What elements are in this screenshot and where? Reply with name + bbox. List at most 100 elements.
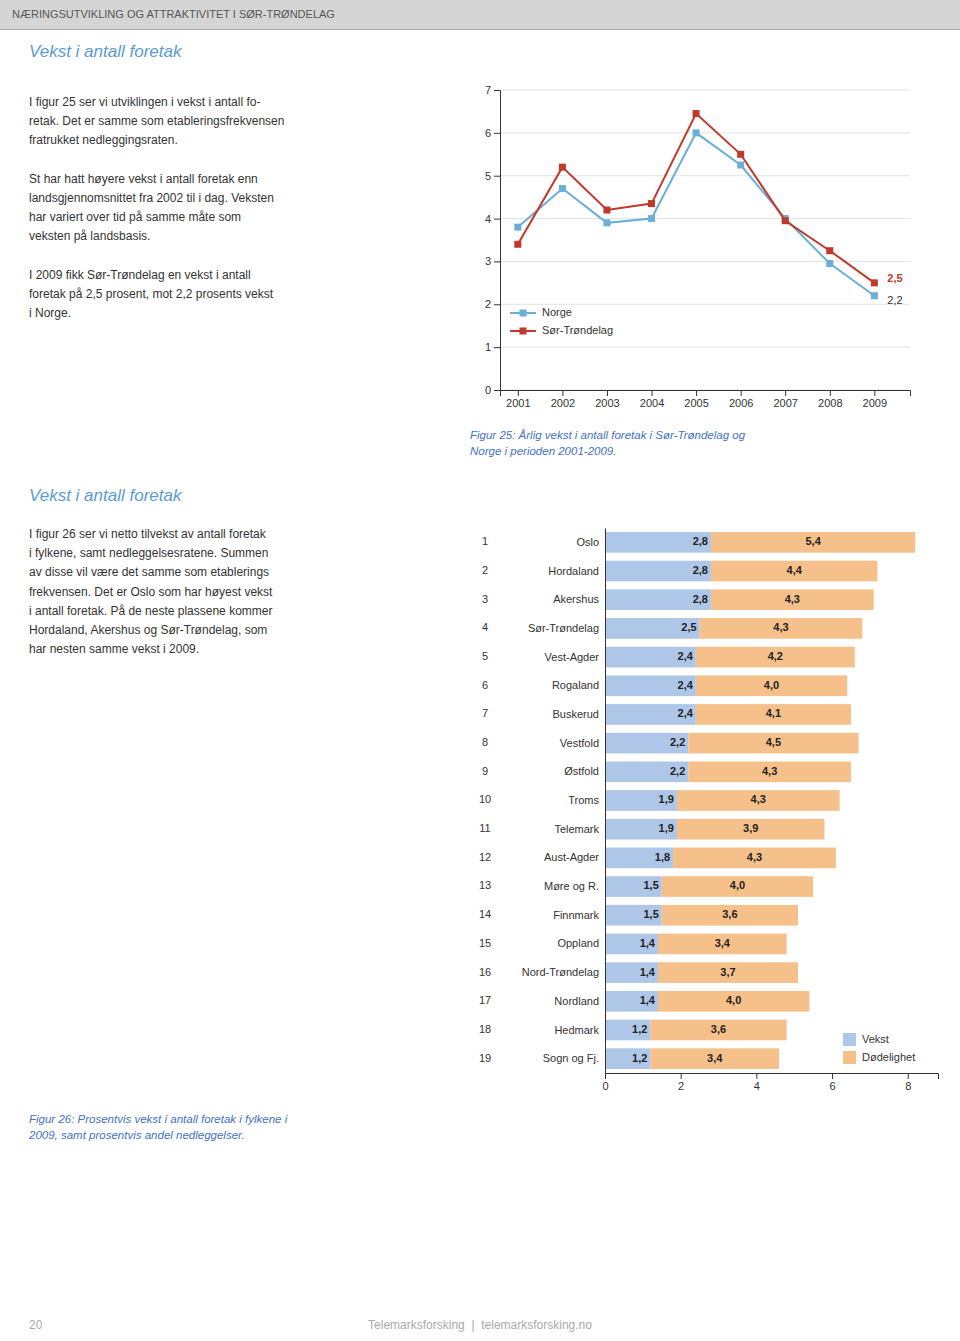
grid-line [500,347,910,348]
x-axis-tick-label: 2004 [640,397,664,409]
legend-label: Dødelighet [862,1051,915,1063]
x-axis-tick-mark [518,390,519,396]
y-axis-tick-label: 6 [485,127,491,139]
section-body: I figur 25 ser vi utviklingen i vekst i … [29,93,454,323]
bar [677,819,825,840]
rank-label: 13 [479,879,491,891]
bar [658,991,809,1012]
y-axis-tick-label: Nordland [554,995,599,1007]
x-axis-tick-mark [696,390,697,396]
section-body: I figur 26 ser vi netto tilvekst av anta… [29,525,454,659]
legend-label: Norge [542,306,572,318]
x-axis-tick: 2008 [818,390,842,409]
y-axis-tick-label: 0 [485,384,491,396]
point-marker [603,219,610,226]
bar [605,848,673,869]
point-marker [737,151,744,158]
x-axis-tick: 8 [905,1073,911,1092]
annotation: 2,5 [887,272,902,284]
y-axis-tick: 6 [485,127,500,139]
y-axis: 01234567 [485,84,501,396]
y-axis-tick: Oppland [557,937,605,949]
rank-label: 14 [479,908,491,920]
x-axis-tick: 2006 [729,390,753,409]
page-title: NÆRINGSUTVIKLING OG ATTRAKTIVITET I SØR-… [12,0,335,29]
rank-label: 8 [482,736,488,748]
x-axis-tick-label: 2009 [863,397,887,409]
figure-caption: Figur 26: Prosentvis vekst i antall fore… [29,1112,287,1143]
x-axis-tick-label: 2002 [551,397,575,409]
plot-area [514,110,878,299]
x-axis-tick: 0 [602,1073,608,1092]
x-axis-line [501,391,911,397]
bar [688,761,851,782]
x-axis-tick: 2003 [595,390,619,409]
rank-label: 11 [479,822,490,834]
y-axis-tick-mark [494,219,500,220]
data-label: 3,6 [711,1023,726,1035]
legend-marker [520,310,527,317]
legend-item: Vekst [843,1033,889,1046]
bar [605,733,688,754]
x-axis-tick-mark [908,1073,909,1079]
data-label: 3,6 [722,908,737,920]
y-axis-tick-mark [494,261,500,262]
bar [711,589,874,610]
rank-label: 2 [482,564,488,576]
x-axis-tick-label: 2003 [595,397,619,409]
bar [605,704,696,725]
y-axis: OsloHordalandAkershusSør-TrøndelagVest-A… [522,529,606,1074]
legend-item: Norge [510,306,572,318]
x-axis-tick-mark [874,390,875,396]
bar [696,647,855,668]
x-axis-tick-mark [562,390,563,396]
bar [696,675,847,696]
data-label: 1,5 [643,908,658,920]
point-marker [603,207,610,214]
x-axis-tick-label: 2008 [818,397,842,409]
y-axis-tick-label: 2 [485,298,491,310]
bar [658,934,787,955]
y-axis-tick: Vest-Agder [545,651,605,663]
y-axis-tick-label: Hordaland [548,565,599,577]
rank-label: 18 [479,1023,491,1035]
y-axis-tick: 3 [485,255,500,267]
data-label: 4,3 [762,765,777,777]
grid-line [500,304,910,305]
y-axis-tick-label: 5 [485,170,491,182]
bar [605,647,696,668]
y-axis-tick-mark [494,390,500,391]
bar [605,1048,650,1069]
data-label: 2,4 [678,650,694,662]
data-label: 4,0 [726,994,741,1006]
x-axis-tick-mark [607,390,608,396]
x-axis-line [606,1074,939,1080]
point-marker [648,200,655,207]
point-marker [826,260,833,267]
x-axis-tick-mark [681,1073,682,1079]
y-axis-tick: 1 [485,341,500,353]
y-axis-tick: Sogn og Fj. [543,1052,605,1064]
series-line [518,114,875,283]
y-axis-tick: Østfold [564,765,605,777]
y-axis-tick: 7 [485,84,500,96]
bar [650,1020,786,1041]
legend-label: Sør-Trøndelag [542,324,613,336]
data-label: 4,4 [787,564,803,576]
y-axis-line [605,529,606,1074]
y-axis-tick: Nordland [554,995,605,1007]
bar [700,618,863,639]
plot-area [605,532,915,1069]
y-axis-tick: Troms [568,794,605,806]
data-label: 3,4 [707,1052,723,1064]
x-axis-tick-mark [741,390,742,396]
data-label: 2,8 [693,564,708,576]
y-axis-tick-label: Oppland [557,937,599,949]
data-label: 1,2 [632,1052,647,1064]
bar [605,761,688,782]
bar [605,905,662,926]
y-axis-tick-label: Hedmark [554,1023,599,1035]
bar [650,1048,779,1069]
x-axis-tick: 4 [754,1073,760,1092]
point-marker [826,247,833,254]
